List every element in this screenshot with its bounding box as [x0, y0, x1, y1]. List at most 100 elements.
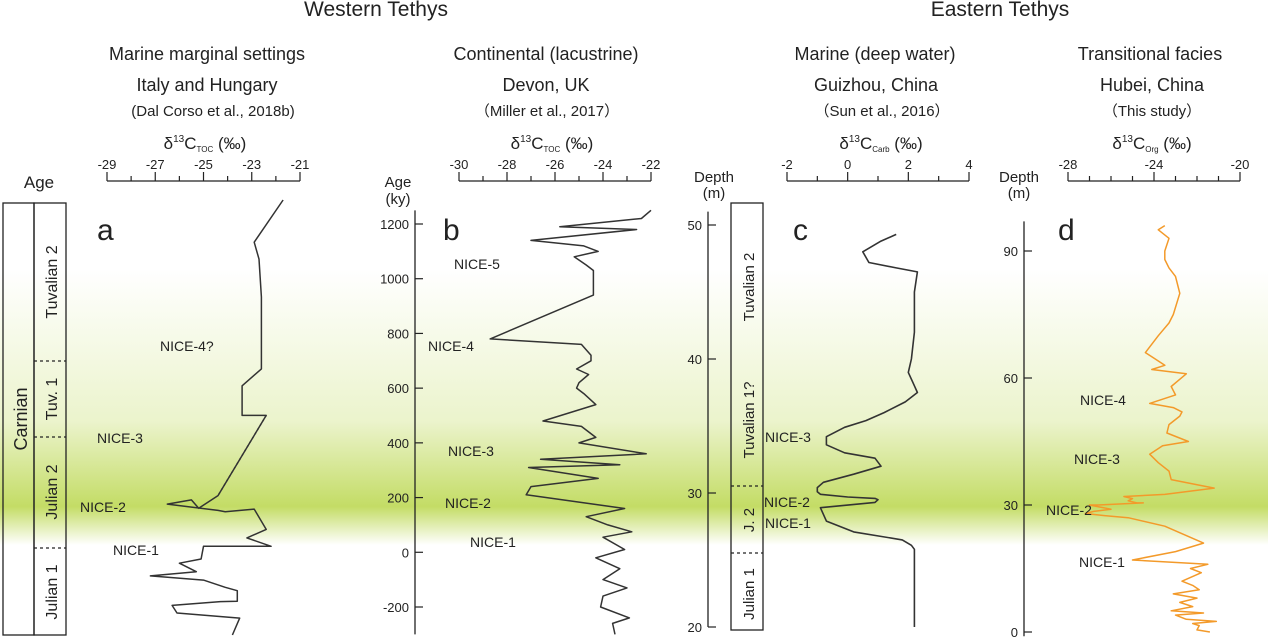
panel-d-title: Transitional facies	[1078, 44, 1222, 64]
panel-d-ylabel-1: Depth	[999, 169, 1039, 186]
panel-d-label-nice4: NICE-4	[1080, 392, 1126, 408]
panel-a-series-line	[149, 199, 284, 636]
panel-c-y-tick-label: 40	[688, 352, 702, 367]
panel-c-letter: c	[793, 214, 808, 247]
panel-d-label-nice1: NICE-1	[1079, 554, 1125, 570]
region-east-label: Eastern Tethys	[931, 0, 1070, 21]
age-column: Age Carnian Tuvalian 2 Tuv. 1 Julian 2 J…	[2, 173, 67, 636]
panel-a-x-axis: -29 -27 -25 -23 -21	[98, 157, 310, 182]
panel-c-axes: -2 0 2 4 20 30 40 50	[688, 157, 973, 635]
panel-b-y-tick-label: 600	[387, 381, 409, 396]
panel-b-y-tick-label: 400	[387, 436, 409, 451]
panel-b-letter: b	[443, 214, 460, 247]
panel-a-title: Marine marginal settings	[109, 44, 305, 64]
age-substage-tuv2: Tuvalian 2	[44, 245, 61, 318]
panel-b-location: Devon, UK	[502, 75, 589, 95]
panel-c-x-tick-label: 0	[844, 157, 851, 172]
panel-b-series-line	[489, 209, 652, 635]
panel-a-label-nice1: NICE-1	[113, 542, 159, 558]
panel-a-label-nice4q: NICE-4?	[160, 338, 214, 354]
panel-d-ylabel-2: (m)	[1008, 185, 1031, 202]
panel-b-label-nice3: NICE-3	[448, 443, 494, 459]
panel-d-location: Hubei, China	[1100, 75, 1205, 95]
panel-c: Marine (deep water) Guizhou, China （Sun …	[688, 44, 973, 635]
panel-c-y-tick-label: 30	[688, 486, 702, 501]
panel-c-column-box	[730, 202, 764, 631]
panel-b-y-tick-label: 1200	[380, 217, 409, 232]
panel-c-title: Marine (deep water)	[794, 44, 955, 64]
panel-b-x-tick-label: -24	[594, 157, 613, 172]
panel-b-x-tick-label: -22	[642, 157, 661, 172]
panel-c-reference: （Sun et al., 2016）	[814, 103, 949, 120]
panel-a-x-tick-label: -21	[291, 157, 310, 172]
panel-d-y-tick-label: 0	[1011, 625, 1018, 638]
panel-d-x-tick-label: -20	[1231, 157, 1250, 172]
panel-d-x-tick-label: -28	[1059, 157, 1078, 172]
age-column-label: Age	[24, 173, 54, 192]
age-substage-box	[33, 202, 67, 636]
panel-b-y-tick-label: -200	[383, 600, 409, 615]
panel-a-reference: (Dal Corso et al., 2018b)	[131, 103, 294, 120]
panel-c-label-nice3: NICE-3	[765, 429, 811, 445]
panel-a-x-tick-label: -29	[98, 157, 117, 172]
panel-b-y-tick-label: 200	[387, 491, 409, 506]
panel-c-column-j2: J. 2	[741, 508, 758, 532]
panel-b-label-nice1: NICE-1	[470, 534, 516, 550]
panel-b-x-tick-label: -26	[546, 157, 565, 172]
panel-d-reference: （This study）	[1103, 103, 1201, 120]
panel-d-plot	[1084, 224, 1218, 633]
panel-c-x-tick-label: -2	[781, 157, 793, 172]
panel-c-label-nice2: NICE-2	[764, 494, 810, 510]
panel-b-y-tick-label: 800	[387, 326, 409, 341]
panel-d-label-nice3: NICE-3	[1074, 451, 1120, 467]
panel-c-series-line	[816, 233, 919, 627]
panel-b-label-nice5: NICE-5	[454, 256, 500, 272]
panel-d-y-tick-label: 30	[1004, 498, 1018, 513]
panel-d-xlabel: δ13COrg (‰)	[1112, 134, 1191, 154]
panel-b-x-tick-label: -30	[450, 157, 469, 172]
panel-d-series-line	[1084, 224, 1218, 633]
panel-b-x-tick-label: -28	[498, 157, 517, 172]
region-west-label: Western Tethys	[304, 0, 448, 21]
panel-d-y-tick-label: 60	[1004, 371, 1018, 386]
panel-a-location: Italy and Hungary	[136, 75, 277, 95]
panel-d: Transitional facies Hubei, China （This s…	[999, 44, 1249, 638]
panel-c-y-tick-label: 20	[688, 620, 702, 635]
panel-a-label-nice3: NICE-3	[97, 430, 143, 446]
panel-a-xlabel: δ13CTOC (‰)	[164, 134, 247, 154]
panel-a-letter: a	[97, 214, 114, 247]
panel-a-label-nice2: NICE-2	[80, 499, 126, 515]
panel-c-xlabel: δ13CCarb (‰)	[839, 134, 922, 154]
panel-b-label-nice2: NICE-2	[445, 495, 491, 511]
panel-c-y-tick-label: 50	[688, 218, 702, 233]
panel-d-label-nice2: NICE-2	[1046, 502, 1092, 518]
panel-c-x-tick-label: 2	[905, 157, 912, 172]
panel-b: Continental (lacustrine) Devon, UK （Mill…	[380, 44, 661, 635]
panel-c-plot	[816, 233, 919, 627]
panel-c-column-tuv2: Tuvalian 2	[741, 253, 758, 322]
panel-c-ylabel-2: (m)	[703, 185, 726, 202]
panel-b-label-nice4: NICE-4	[428, 338, 474, 354]
panel-b-ylabel-1: Age	[385, 174, 412, 191]
panel-d-x-tick-label: -24	[1145, 157, 1164, 172]
panel-d-letter: d	[1058, 214, 1075, 247]
panel-a: Marine marginal settings Italy and Hunga…	[80, 44, 310, 636]
panel-b-reference: （Miller et al., 2017）	[475, 103, 619, 120]
panel-a-x-tick-label: -23	[242, 157, 261, 172]
panel-c-label-nice1: NICE-1	[765, 515, 811, 531]
panel-c-ylabel-1: Depth	[694, 169, 734, 186]
panel-a-missing-segment	[217, 415, 267, 496]
panel-c-location: Guizhou, China	[814, 75, 939, 95]
panel-c-x-tick-label: 4	[965, 157, 972, 172]
panel-d-axes: -28 -24 -20 0 30 60 90	[1004, 157, 1250, 638]
panel-b-axes: -30 -28 -26 -24 -22 -200 0 200 400 600 800 1000 1200	[380, 157, 661, 635]
age-substage-jul2: Julian 2	[44, 464, 61, 519]
panel-b-title: Continental (lacustrine)	[453, 44, 638, 64]
panel-c-column-jul1: Julian 1	[741, 568, 758, 620]
panel-d-y-tick-label: 90	[1004, 244, 1018, 259]
panel-b-plot	[489, 209, 652, 635]
panel-b-y-tick-label: 0	[402, 545, 409, 560]
panel-c-column-tuv1: Tuvalian 1?	[741, 382, 758, 459]
panel-b-xlabel: δ13CTOC (‰)	[511, 134, 594, 154]
